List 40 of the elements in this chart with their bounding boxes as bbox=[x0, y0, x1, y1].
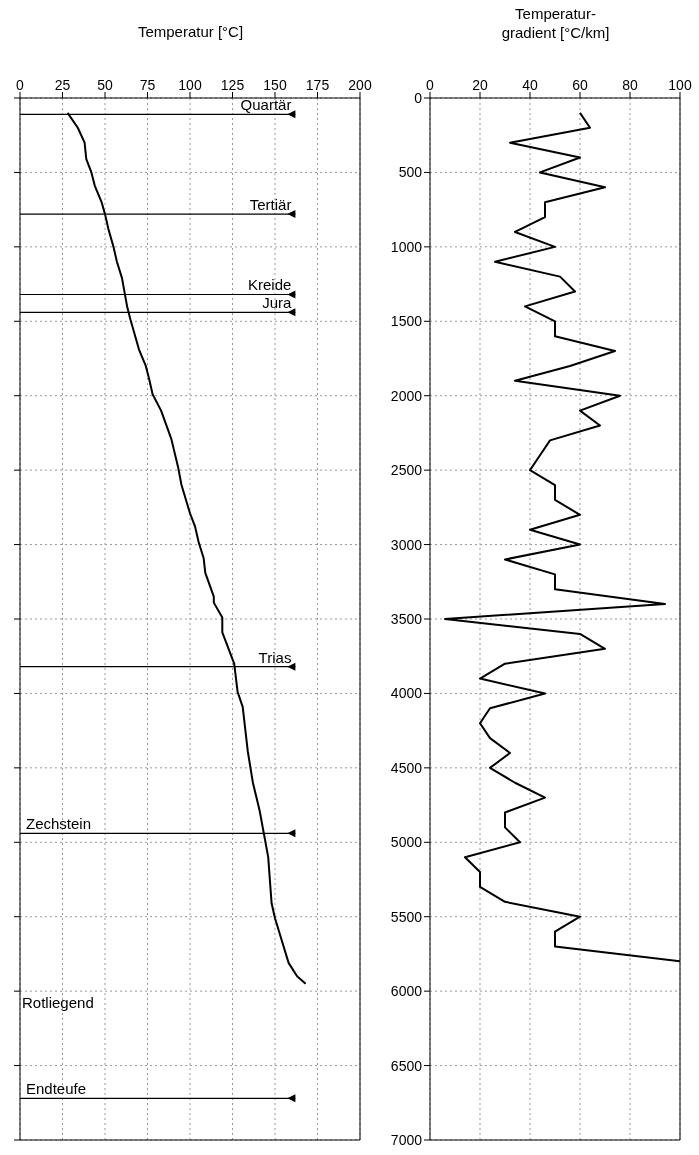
x-tick-label: 100 bbox=[178, 77, 202, 93]
x-tick-label: 80 bbox=[622, 77, 638, 93]
y-tick-label: 6000 bbox=[390, 983, 423, 1000]
x-axis-title: Temperatur- gradient [°C/km] bbox=[500, 4, 611, 42]
ref-line-label: Endteufe bbox=[26, 1080, 87, 1098]
ref-line-label: Jura bbox=[262, 294, 293, 312]
y-tick-label: 3500 bbox=[390, 610, 423, 627]
y-tick-label: 3000 bbox=[390, 536, 423, 553]
x-tick-label: 175 bbox=[305, 77, 330, 93]
ref-line-label: Tertiär bbox=[249, 196, 292, 214]
ref-line-label: Trias bbox=[258, 648, 292, 666]
y-tick-label: 5000 bbox=[390, 834, 423, 851]
x-tick-label: 100 bbox=[668, 77, 692, 93]
x-tick-label: 0 bbox=[16, 77, 25, 93]
x-tick-label: 50 bbox=[97, 77, 113, 93]
y-tick-label: 1500 bbox=[390, 313, 423, 330]
y-tick-label: 7000 bbox=[390, 1131, 423, 1148]
x-tick-label: 0 bbox=[426, 77, 435, 93]
x-tick-label: 200 bbox=[348, 77, 372, 93]
x-tick-label: 25 bbox=[54, 77, 71, 93]
ref-line-label: Kreide bbox=[248, 276, 292, 294]
y-tick-label: 500 bbox=[398, 164, 423, 181]
x-tick-label: 125 bbox=[220, 77, 245, 93]
y-tick-label: 5500 bbox=[390, 908, 423, 925]
y-tick-label: 0 bbox=[414, 89, 423, 106]
annotation: Rotliegend bbox=[22, 994, 94, 1011]
y-tick-label: 2500 bbox=[390, 462, 423, 479]
ref-line-label: Quartär bbox=[240, 96, 292, 114]
x-tick-label: 75 bbox=[139, 77, 156, 93]
x-tick-label: 40 bbox=[522, 77, 538, 93]
y-tick-label: 4500 bbox=[390, 759, 423, 776]
ref-line-label: Zechstein bbox=[26, 815, 92, 833]
x-tick-label: 60 bbox=[572, 77, 588, 93]
x-axis-title: Temperatur [°C] bbox=[136, 22, 245, 41]
x-tick-label: 20 bbox=[472, 77, 488, 93]
y-tick-label: 6500 bbox=[390, 1057, 423, 1074]
y-tick-label: 1000 bbox=[390, 238, 423, 255]
x-tick-label: 150 bbox=[263, 77, 287, 93]
y-tick-label: 2000 bbox=[390, 387, 423, 404]
y-tick-label: 4000 bbox=[390, 685, 423, 702]
